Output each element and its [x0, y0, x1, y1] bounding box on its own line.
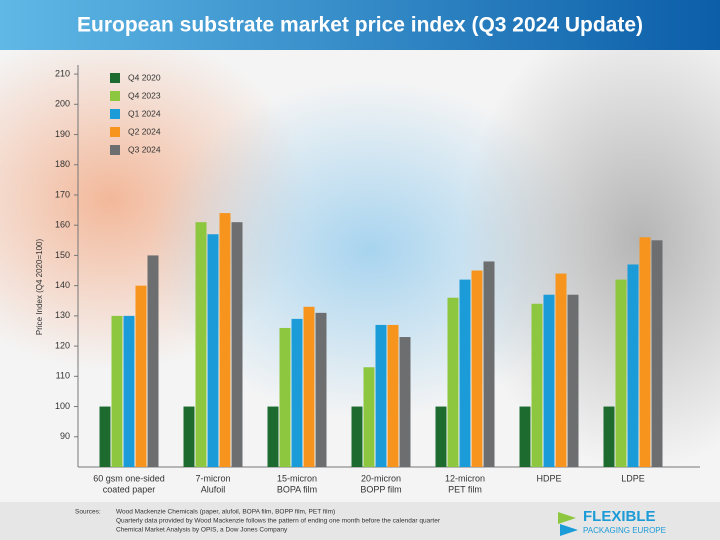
x-tick-label: 12-micron: [445, 473, 485, 483]
bar: [543, 294, 555, 467]
bar: [231, 222, 243, 467]
bar: [483, 261, 495, 467]
bar: [363, 367, 375, 467]
y-tick-label: 210: [55, 68, 70, 78]
footer-line: Quarterly data provided by Wood Mackenzi…: [116, 518, 441, 525]
bar: [267, 406, 279, 467]
bar: [531, 303, 543, 467]
bar: [627, 264, 639, 467]
legend-swatch: [110, 109, 120, 119]
logo-mark: [558, 512, 576, 524]
legend-label: Q2 2024: [128, 126, 161, 136]
x-tick-label: 60 gsm one-sided: [93, 473, 165, 483]
y-tick-label: 150: [55, 250, 70, 260]
footer-line: Wood Mackenzie Chemicals (paper, alufoil…: [116, 509, 335, 516]
bar: [651, 240, 663, 467]
y-tick-label: 190: [55, 129, 70, 139]
bar: [519, 406, 531, 467]
y-tick-label: 200: [55, 99, 70, 109]
bar: [123, 315, 135, 467]
bar: [111, 315, 123, 467]
footer: [0, 502, 720, 540]
y-tick-label: 140: [55, 280, 70, 290]
bar: [567, 294, 579, 467]
legend-swatch: [110, 73, 120, 83]
bar: [219, 213, 231, 467]
bar: [135, 285, 147, 467]
bar: [99, 406, 111, 467]
bar: [639, 237, 651, 467]
bar: [183, 406, 195, 467]
bar: [447, 297, 459, 467]
x-tick-label: coated paper: [103, 484, 156, 494]
bar: [459, 279, 471, 467]
x-tick-label: BOPP film: [360, 484, 401, 494]
x-tick-label: LDPE: [621, 473, 645, 483]
y-axis-label: Price Index (Q4 2020=100): [35, 239, 44, 336]
legend-label: Q4 2020: [128, 72, 161, 82]
bar: [399, 337, 411, 467]
bar: [147, 255, 159, 467]
x-tick-label: PET film: [448, 484, 482, 494]
y-tick-label: 160: [55, 220, 70, 230]
x-tick-label: HDPE: [536, 473, 561, 483]
bar: [375, 324, 387, 467]
legend-label: Q4 2023: [128, 90, 161, 100]
x-tick-label: 15-micron: [277, 473, 317, 483]
bar: [279, 327, 291, 467]
y-tick-label: 120: [55, 340, 70, 350]
chart-title: European substrate market price index (Q…: [77, 14, 643, 37]
bar: [603, 406, 615, 467]
logo-text: PACKAGING EUROPE: [583, 526, 666, 535]
legend-swatch: [110, 145, 120, 155]
legend-swatch: [110, 91, 120, 101]
title-banner: [0, 0, 720, 50]
y-tick-label: 100: [55, 401, 70, 411]
bar: [291, 318, 303, 467]
bar: [207, 234, 219, 467]
y-tick-label: 130: [55, 310, 70, 320]
x-tick-label: BOPA film: [277, 484, 317, 494]
x-tick-label: 7-micron: [195, 473, 230, 483]
legend-label: Q3 2024: [128, 144, 161, 154]
bar: [435, 406, 447, 467]
logo-mark: [560, 524, 578, 536]
bar: [303, 306, 315, 467]
bar: [555, 273, 567, 467]
y-tick-label: 90: [60, 431, 70, 441]
bar: [195, 222, 207, 467]
legend-label: Q1 2024: [128, 108, 161, 118]
bar: [387, 324, 399, 467]
bar: [471, 270, 483, 467]
legend-swatch: [110, 127, 120, 137]
y-tick-label: 180: [55, 159, 70, 169]
x-tick-label: 20-micron: [361, 473, 401, 483]
footer-label: Sources:: [75, 509, 101, 516]
bar: [615, 279, 627, 467]
footer-line: Chemical Market Analysis by OPIS, a Dow …: [116, 527, 288, 534]
y-tick-label: 110: [56, 371, 70, 381]
x-tick-label: Alufoil: [201, 484, 226, 494]
y-tick-label: 170: [55, 189, 70, 199]
logo-text: FLEXIBLE: [583, 508, 656, 525]
bar: [351, 406, 363, 467]
bar: [315, 312, 327, 467]
